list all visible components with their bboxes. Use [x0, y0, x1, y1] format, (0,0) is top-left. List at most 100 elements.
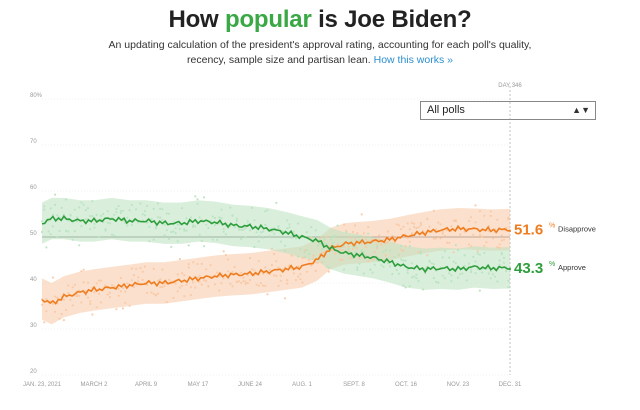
poll-dot	[338, 248, 341, 251]
poll-dot	[242, 276, 245, 279]
poll-dot	[500, 253, 503, 256]
poll-dot	[222, 250, 225, 253]
poll-dot	[375, 243, 379, 246]
poll-dot	[419, 221, 422, 225]
poll-dot	[238, 228, 241, 231]
poll-dot	[391, 234, 394, 238]
poll-dot	[432, 209, 435, 212]
poll-dot	[439, 237, 442, 240]
poll-dot	[277, 284, 280, 287]
poll-dot	[329, 238, 333, 241]
poll-dot	[257, 240, 260, 243]
poll-dot	[384, 242, 387, 245]
poll-dot	[167, 212, 171, 215]
poll-dot	[391, 272, 394, 276]
poll-dot	[143, 265, 146, 268]
poll-dot	[470, 268, 473, 271]
poll-dot	[143, 210, 146, 213]
poll-dot	[40, 303, 44, 306]
poll-dot	[224, 253, 227, 257]
poll-dot	[152, 207, 155, 210]
poll-dot	[84, 209, 87, 212]
poll-dot	[178, 286, 181, 289]
poll-dot	[84, 294, 87, 297]
poll-dot	[316, 244, 319, 247]
poll-dot	[496, 280, 499, 283]
poll-dot	[246, 274, 249, 277]
x-tick-label: OCT. 16	[395, 382, 418, 388]
poll-dot	[292, 272, 295, 275]
poll-dot	[231, 214, 234, 217]
poll-dot	[323, 237, 326, 241]
poll-dot	[360, 249, 363, 252]
poll-dot	[117, 204, 120, 207]
poll-dot	[441, 232, 444, 235]
poll-dot	[97, 279, 100, 282]
poll-dot	[104, 284, 107, 287]
poll-dot	[380, 243, 383, 246]
poll-dot	[192, 281, 195, 284]
poll-dot	[222, 230, 225, 233]
poll-dot	[386, 241, 389, 244]
poll-dot	[128, 209, 131, 212]
poll-dot	[176, 273, 179, 276]
poll-dot	[189, 286, 192, 289]
poll-dot	[192, 261, 195, 264]
poll-dot	[71, 304, 74, 307]
poll-dot	[233, 265, 236, 269]
poll-dot	[167, 278, 171, 281]
end-value-approve: 43.3	[514, 260, 543, 277]
poll-dot	[358, 262, 361, 265]
y-tick-label: 50	[30, 231, 37, 237]
poll-dot	[413, 225, 416, 229]
poll-dot	[56, 235, 59, 238]
x-tick-label: AUG. 1	[292, 382, 312, 388]
poll-dot	[358, 256, 361, 260]
poll-dot	[308, 258, 311, 261]
poll-dot	[240, 237, 243, 241]
poll-dot	[227, 270, 230, 273]
poll-dot	[207, 284, 210, 288]
poll-dot	[51, 225, 55, 228]
poll-dot	[91, 313, 94, 316]
poll-dot	[69, 298, 72, 301]
poll-dot	[86, 296, 90, 299]
poll-dot	[183, 295, 186, 298]
poll-dot	[126, 224, 129, 227]
poll-dot	[124, 290, 127, 293]
poll-dot	[218, 216, 221, 219]
poll-dot	[397, 272, 400, 275]
poll-dot	[470, 270, 473, 274]
poll-dot	[216, 271, 219, 274]
poll-dot	[209, 264, 212, 267]
poll-dot	[75, 220, 79, 223]
poll-dot	[262, 284, 265, 287]
poll-dot	[121, 209, 125, 212]
poll-dot	[491, 237, 495, 240]
poll-dot	[406, 222, 409, 225]
poll-dot	[474, 272, 477, 275]
poll-dot	[312, 254, 315, 257]
poll-filter-select[interactable]: All polls ▲▼	[420, 101, 596, 120]
poll-dot	[45, 297, 48, 301]
poll-dot	[310, 236, 313, 239]
poll-dot	[343, 223, 346, 226]
poll-dot	[111, 284, 114, 287]
poll-dot	[321, 251, 324, 254]
poll-dot	[478, 289, 481, 292]
poll-dot	[67, 292, 70, 295]
poll-dot	[441, 274, 444, 277]
poll-dot	[91, 215, 94, 218]
how-this-works-link[interactable]: How this works »	[373, 54, 453, 66]
poll-dot	[156, 279, 160, 282]
poll-dot	[148, 225, 151, 228]
poll-dot	[213, 283, 217, 286]
poll-dot	[248, 229, 252, 232]
poll-dot	[262, 236, 265, 239]
poll-dot	[336, 224, 339, 227]
poll-dot	[314, 269, 317, 273]
poll-dot	[500, 251, 503, 254]
poll-dot	[362, 236, 365, 239]
poll-dot	[373, 251, 376, 254]
poll-dot	[290, 236, 293, 240]
